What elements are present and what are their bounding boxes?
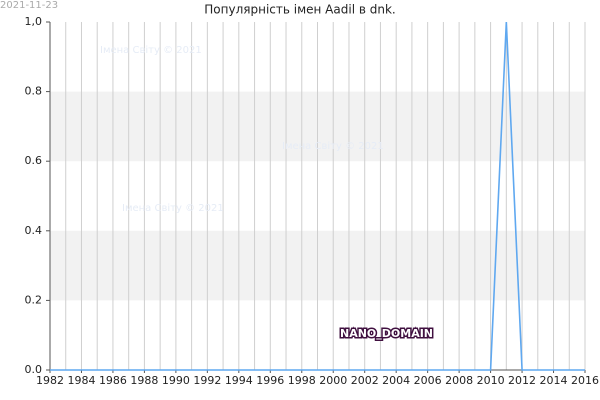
y-tick-label: 0.0 bbox=[25, 363, 43, 376]
nano-label: NANO_DOMAIN bbox=[340, 327, 433, 340]
x-tick-label: 2014 bbox=[540, 374, 568, 387]
y-tick-label: 0.8 bbox=[25, 85, 43, 98]
x-tick-label: 1984 bbox=[67, 374, 95, 387]
x-tick-label: 1988 bbox=[130, 374, 158, 387]
x-tick-label: 2016 bbox=[571, 374, 599, 387]
watermark: Імена Світу © 2021 bbox=[100, 44, 202, 56]
grid bbox=[49, 22, 586, 370]
y-tick-label: 0.6 bbox=[25, 154, 43, 167]
x-tick-label: 2010 bbox=[477, 374, 505, 387]
chart-title: Популярність імен Aadil в dnk. bbox=[204, 3, 395, 17]
x-tick-label: 1982 bbox=[36, 374, 64, 387]
x-tick-label: 2004 bbox=[382, 374, 410, 387]
x-tick-label: 2006 bbox=[414, 374, 442, 387]
y-tick-label: 1,0 bbox=[25, 15, 43, 28]
x-tick-label: 1986 bbox=[99, 374, 127, 387]
x-tick-label: 1998 bbox=[288, 374, 316, 387]
series-line bbox=[50, 21, 585, 371]
x-tick-label: 2012 bbox=[508, 374, 536, 387]
x-tick-label: 2008 bbox=[445, 374, 473, 387]
x-tick-label: 1992 bbox=[193, 374, 221, 387]
x-tick-label: 2002 bbox=[351, 374, 379, 387]
watermark: Імена Світу © 2021 bbox=[122, 202, 224, 214]
x-tick-label: 1994 bbox=[225, 374, 253, 387]
watermark: Імена Світу © 2021 bbox=[282, 140, 384, 152]
x-tick-label: 1996 bbox=[256, 374, 284, 387]
y-tick-label: 0.2 bbox=[25, 293, 43, 306]
x-tick-label: 2000 bbox=[319, 374, 347, 387]
y-tick-label: 0.4 bbox=[25, 224, 43, 237]
x-tick-label: 1990 bbox=[162, 374, 190, 387]
date: 2021-11-23 bbox=[0, 0, 58, 11]
